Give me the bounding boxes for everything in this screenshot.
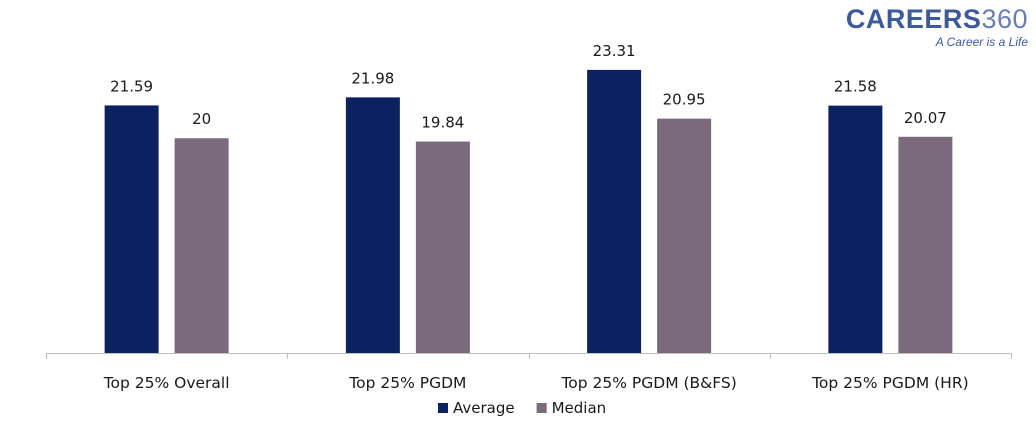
data-label: 21.59 xyxy=(110,77,153,95)
bar-median xyxy=(657,118,712,353)
category-label: Top 25% PGDM xyxy=(348,374,466,392)
category-label: Top 25% Overall xyxy=(103,374,230,392)
legend: Average Median xyxy=(438,399,606,417)
bar-average xyxy=(587,69,642,353)
logo-brand: CAREERS xyxy=(845,4,982,34)
category-label: Top 25% PGDM (B&FS) xyxy=(560,374,736,392)
axis-layer xyxy=(46,353,1012,359)
legend-swatch-median xyxy=(536,403,547,413)
legend-label: Median xyxy=(552,399,607,417)
careers360-logo: CAREERS360 A Career is a Life xyxy=(846,4,1028,49)
data-label: 20.95 xyxy=(663,91,706,109)
data-label: 23.31 xyxy=(593,42,636,60)
logo-brand-number: 360 xyxy=(981,4,1028,34)
data-label: 19.84 xyxy=(421,114,464,132)
value-labels-layer: 21.59 20 21.98 19.84 23.31 20.95 21.58 20.07 xyxy=(110,42,947,132)
legend-swatch-average xyxy=(438,403,448,413)
bar-median xyxy=(898,136,953,353)
data-label: 21.98 xyxy=(351,69,394,87)
bar-median xyxy=(415,141,470,353)
bar-average xyxy=(828,105,883,353)
bar-median xyxy=(174,138,229,353)
bar-average xyxy=(345,97,400,353)
logo-tagline: A Career is a Life xyxy=(935,35,1028,49)
bars-layer xyxy=(104,69,953,354)
logo-wordmark: CAREERS360 xyxy=(846,4,1028,34)
category-labels-layer: Top 25% Overall Top 25% PGDM Top 25% PGDM … xyxy=(103,374,969,392)
data-label: 21.58 xyxy=(834,78,877,96)
bar-average xyxy=(104,105,159,354)
data-label: 20 xyxy=(192,110,211,128)
category-label: Top 25% PGDM (HR) xyxy=(811,374,969,392)
data-label: 20.07 xyxy=(904,109,947,127)
legend-label: Average xyxy=(453,399,515,417)
